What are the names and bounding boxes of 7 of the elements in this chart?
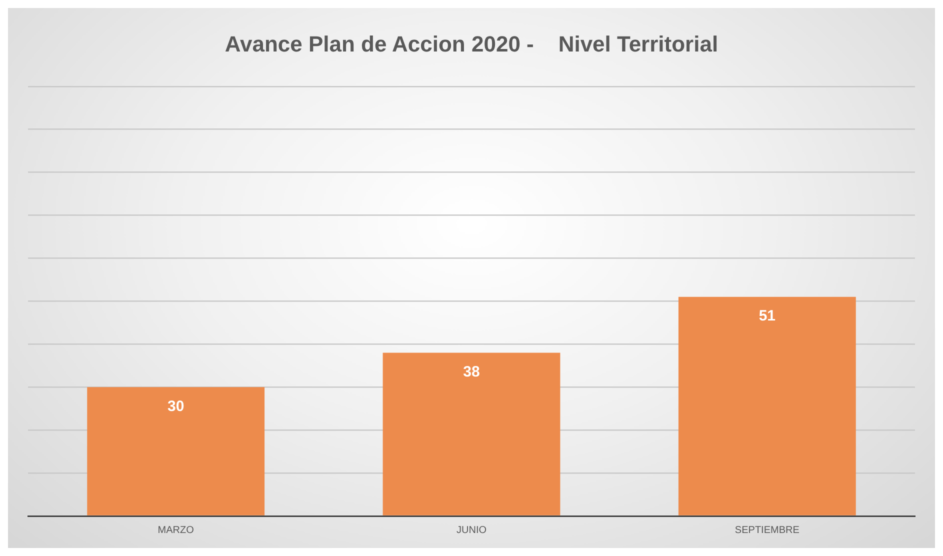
data-label: 51 [758, 308, 776, 325]
x-tick-label: JUNIO [456, 524, 487, 536]
data-label: 30 [167, 398, 184, 415]
chart-title: Avance Plan de Accion 2020 - Nivel Territorial [224, 31, 718, 56]
data-label: 38 [463, 363, 480, 380]
x-tick-label: MARZO [158, 524, 194, 536]
x-tick-label: SEPTIEMBRE [734, 524, 800, 536]
